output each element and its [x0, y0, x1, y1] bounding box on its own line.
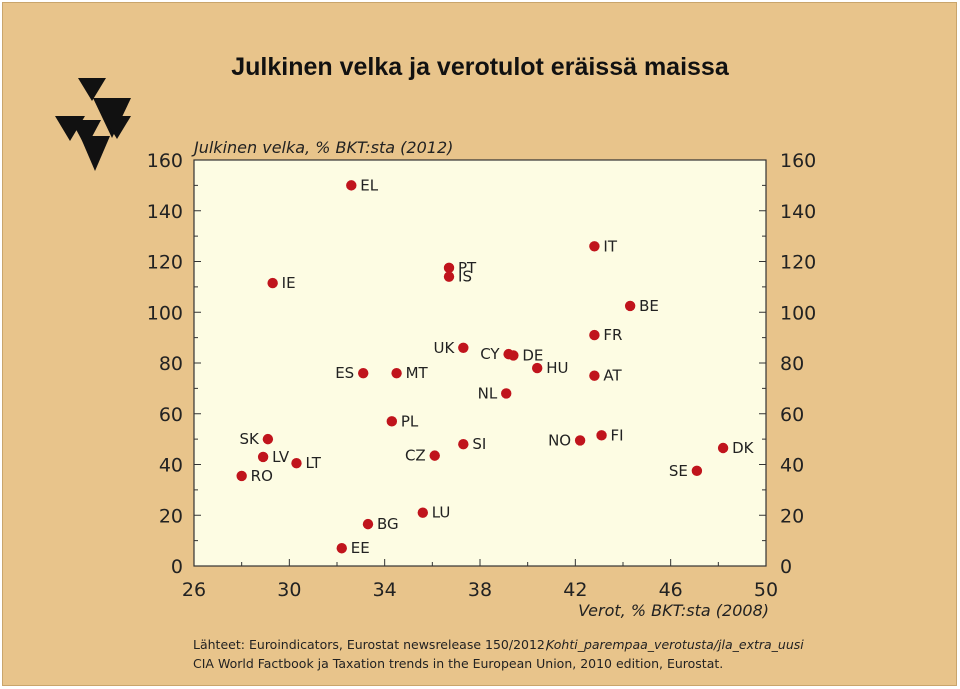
y-tick-label-right: 100	[780, 302, 816, 324]
data-point	[443, 262, 455, 274]
data-point	[596, 430, 607, 441]
y-tick-label-left: 160	[147, 150, 183, 172]
y-tick-label-right: 40	[780, 455, 804, 477]
data-point	[262, 433, 274, 445]
data-point	[691, 465, 703, 477]
sources-link: Kohti_parempaa_verotusta/jla_extra_uusi	[546, 637, 804, 652]
data-point	[589, 241, 600, 252]
point-label: FI	[611, 426, 624, 444]
y-tick-label-right: 0	[780, 556, 792, 578]
y-tick-label-left: 120	[147, 252, 183, 274]
data-point	[257, 451, 269, 463]
x-tick-label: 30	[277, 579, 301, 601]
point-label: EE	[351, 539, 370, 557]
y-tick-label-right: 80	[780, 353, 804, 375]
plot-area	[193, 159, 767, 567]
point-label: IE	[282, 274, 296, 292]
x-tick-label: 46	[659, 579, 683, 601]
data-point	[458, 342, 469, 353]
point-label: HU	[546, 359, 568, 377]
data-point	[267, 277, 278, 289]
sources-prefix: Lähteet:	[193, 637, 245, 652]
point-label: PL	[401, 412, 419, 430]
point-label: BG	[377, 515, 399, 533]
data-point	[336, 543, 347, 554]
x-tick-label: 42	[563, 579, 587, 601]
data-point	[417, 507, 428, 518]
chart-title: Julkinen velka ja verotulot eräissä mais…	[231, 53, 730, 81]
data-point	[589, 370, 600, 381]
sources-line-1: Euroindicators, Eurostat newsrelease 150…	[249, 637, 549, 652]
y-tick-label-left: 20	[159, 505, 183, 527]
point-label: AT	[603, 367, 622, 385]
data-point	[443, 271, 455, 282]
point-label: EL	[360, 176, 378, 194]
data-point	[501, 388, 512, 399]
data-point	[386, 416, 398, 427]
point-label: MT	[406, 364, 429, 382]
point-label: IT	[603, 237, 617, 255]
x-tick-label: 50	[754, 579, 778, 601]
data-point	[346, 180, 357, 191]
point-label: SK	[240, 430, 261, 448]
y-tick-label-left: 140	[147, 201, 183, 223]
data-point	[236, 470, 247, 482]
point-label: SI	[472, 435, 486, 453]
point-label: CY	[480, 345, 500, 363]
x-tick-label: 34	[373, 579, 397, 601]
data-point	[391, 367, 402, 379]
point-label: LU	[432, 504, 451, 522]
point-label: SE	[669, 462, 688, 480]
scatter-chart: Julkinen velka ja verotulot eräissä mais…	[55, 53, 817, 671]
sources-line-2: CIA World Factbook ja Taxation trends in…	[193, 656, 723, 671]
y-tick-label-left: 60	[159, 404, 183, 426]
axis-ticks: 0 0 20 20 40 40 60 60 80 80 100 100 120 120 140 140 160 1…	[147, 150, 817, 601]
point-label: DE	[522, 346, 543, 364]
point-label: DK	[732, 439, 755, 457]
y-tick-label-left: 100	[147, 302, 183, 324]
point-label: FR	[603, 326, 622, 344]
x-tick-label: 38	[468, 579, 492, 601]
y-tick-label-left: 40	[159, 455, 183, 477]
y-tick-label-left: 0	[171, 556, 183, 578]
data-point	[291, 458, 302, 469]
triangle-logo-icon	[55, 78, 131, 171]
y-tick-label-right: 160	[780, 150, 816, 172]
x-tick-label: 26	[182, 579, 206, 601]
data-point	[458, 439, 469, 450]
point-label: NL	[478, 384, 498, 402]
y-tick-label-right: 140	[780, 201, 816, 223]
y-tick-label-left: 80	[159, 353, 183, 375]
y-tick-label-right: 20	[780, 505, 804, 527]
point-label: PT	[458, 259, 477, 277]
data-point	[358, 367, 369, 379]
y-axis-title: Julkinen velka, % BKT:sta (2012)	[191, 138, 453, 157]
x-axis-title: Verot, % BKT:sta (2008)	[578, 601, 769, 620]
point-label: NO	[548, 431, 571, 449]
data-point	[574, 435, 586, 446]
point-label: ES	[335, 364, 354, 382]
data-point	[429, 450, 440, 461]
data-point	[624, 300, 636, 312]
data-point	[362, 518, 374, 530]
point-label: RO	[251, 467, 273, 485]
point-label: LV	[272, 448, 290, 466]
data-point	[589, 329, 600, 341]
point-label: IS	[458, 268, 472, 286]
point-label: UK	[433, 339, 455, 357]
point-label: BE	[639, 297, 659, 315]
data-point	[532, 362, 543, 374]
data-point	[508, 350, 519, 361]
y-tick-label-right: 60	[780, 404, 804, 426]
y-tick-label-right: 120	[780, 252, 816, 274]
point-label: LT	[305, 454, 321, 472]
data-point	[717, 442, 729, 454]
point-label: CZ	[405, 447, 426, 465]
